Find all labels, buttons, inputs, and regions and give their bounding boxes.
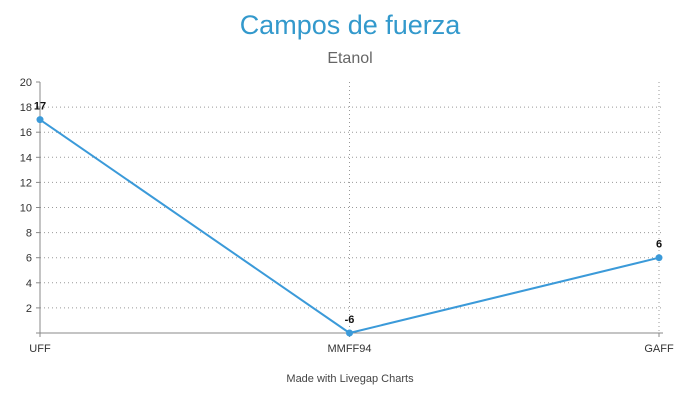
y-tick-label: 20 (20, 77, 32, 89)
x-tick-label: UFF (29, 343, 51, 355)
y-tick-label: 6 (26, 253, 32, 265)
y-tick-label: 12 (20, 177, 32, 189)
chart-credit: Made with Livegap Charts (286, 373, 414, 385)
data-point (346, 329, 353, 337)
y-tick-label: 18 (20, 102, 32, 114)
y-tick-label: 8 (26, 228, 32, 240)
data-label: 6 (656, 239, 662, 251)
data-label: 17 (34, 101, 46, 113)
chart-subtitle: Etanol (327, 50, 373, 67)
data-point (655, 254, 663, 262)
y-tick-label: 10 (20, 203, 32, 215)
y-tick-label: 4 (26, 278, 32, 290)
x-tick-label: MMFF94 (328, 343, 372, 355)
y-tick-label: 16 (20, 127, 32, 139)
chart-title: Campos de fuerza (239, 10, 461, 40)
data-label: -6 (345, 314, 355, 326)
data-point (36, 116, 44, 124)
y-tick-label: 14 (20, 152, 32, 164)
x-tick-label: GAFF (644, 343, 674, 355)
y-tick-label: 2 (26, 303, 32, 315)
